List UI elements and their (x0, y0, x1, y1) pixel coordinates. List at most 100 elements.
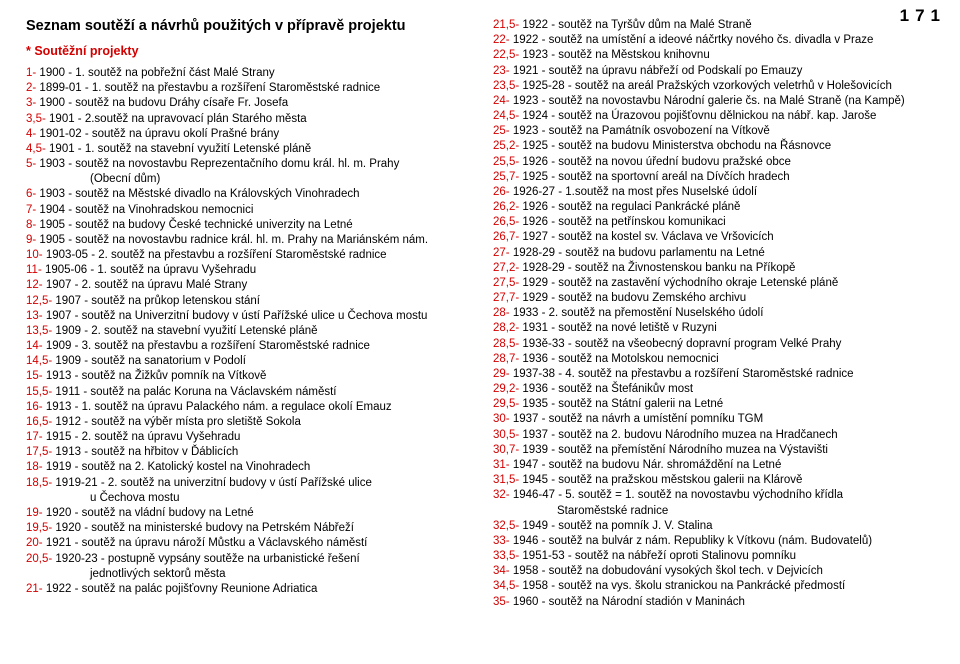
entry-number: 3,5- (26, 113, 46, 125)
entry-line: 27,7- 1929 - soutěž na budovu Zemského a… (493, 291, 938, 306)
entry-number: 19,5- (26, 522, 52, 534)
entry-line: 28,7- 1936 - soutěž na Motolskou nemocni… (493, 352, 938, 367)
entry-number: 5- (26, 158, 36, 170)
entry-number: 26,5- (493, 216, 519, 228)
entry-number: 28- (493, 307, 510, 319)
entry-number: 11- (26, 264, 42, 276)
entry-line: 18- 1919 - soutěž na 2. Katolický kostel… (26, 460, 471, 475)
entry-number: 2- (26, 82, 36, 94)
entry-number: 15- (26, 370, 43, 382)
entry-number: 26,2- (493, 201, 519, 213)
entry-number: 31- (493, 459, 510, 471)
page-subtitle: * Soutěžní projekty (26, 44, 471, 58)
entry-number: 28,7- (493, 353, 519, 365)
entry-line: 5- 1903 - soutěž na novostavbu Reprezent… (26, 157, 471, 187)
entry-line: 4,5- 1901 - 1. soutěž na stavební využit… (26, 142, 471, 157)
entry-number: 1- (26, 67, 36, 79)
entry-line: 16,5- 1912 - soutěž na výběr místa pro s… (26, 415, 471, 430)
entry-number: 17,5- (26, 446, 52, 458)
entry-number: 28,5- (493, 338, 519, 350)
entry-line: 17,5- 1913 - soutěž na hřbitov v Ďáblicí… (26, 445, 471, 460)
entry-continuation: (Obecní dům) (26, 172, 471, 187)
entry-line: 24,5- 1924 - soutěž na Úrazovou pojišťov… (493, 109, 938, 124)
entry-line: 26- 1926-27 - 1.soutěž na most přes Nuse… (493, 185, 938, 200)
entry-number: 17- (26, 431, 43, 443)
entry-number: 32- (493, 489, 510, 501)
entry-line: 25,5- 1926 - soutěž na novou úřední budo… (493, 155, 938, 170)
entry-number: 12- (26, 279, 43, 291)
entry-number: 14,5- (26, 355, 52, 367)
entry-number: 16,5- (26, 416, 52, 428)
entry-number: 33- (493, 535, 510, 547)
entry-line: 33- 1946 - soutěž na bulvár z nám. Repub… (493, 534, 938, 549)
entry-line: 10- 1903-05 - 2. soutěž na přestavbu a r… (26, 248, 471, 263)
entry-number: 4,5- (26, 143, 46, 155)
page-number: 171 (900, 6, 946, 26)
entry-number: 31,5- (493, 474, 519, 486)
entry-number: 18- (26, 461, 43, 473)
entry-number: 6- (26, 188, 36, 200)
entry-line: 27,2- 1928-29 - soutěž na Živnostenskou … (493, 261, 938, 276)
entry-number: 35- (493, 596, 510, 608)
entry-line: 30,5- 1937 - soutěž na 2. budovu Národní… (493, 428, 938, 443)
entry-line: 18,5- 1919-21 - 2. soutěž na univerzitní… (26, 476, 471, 506)
entry-number: 7- (26, 204, 36, 216)
entry-number: 27,7- (493, 292, 519, 304)
entry-line: 12,5- 1907 - soutěž na průkop letenskou … (26, 294, 471, 309)
entry-number: 32,5- (493, 520, 519, 532)
entry-number: 30- (493, 413, 510, 425)
entry-number: 29,2- (493, 383, 519, 395)
entry-number: 33,5- (493, 550, 519, 562)
entry-line: 25,7- 1925 - soutěž na sportovní areál n… (493, 170, 938, 185)
entry-number: 27- (493, 247, 510, 259)
entry-line: 26,2- 1926 - soutěž na regulaci Pankráck… (493, 200, 938, 215)
entry-line: 31,5- 1945 - soutěž na pražskou městskou… (493, 473, 938, 488)
entry-line: 4- 1901-02 - soutěž na úpravu okolí Praš… (26, 127, 471, 142)
entry-number: 14- (26, 340, 43, 352)
entry-line: 21,5- 1922 - soutěž na Tyršův dům na Mal… (493, 18, 938, 33)
entry-number: 25- (493, 125, 510, 137)
entry-line: 29- 1937-38 - 4. soutěž na přestavbu a r… (493, 367, 938, 382)
entry-line: 23- 1921 - soutěž na úpravu nábřeží od P… (493, 64, 938, 79)
entry-number: 13- (26, 310, 43, 322)
entry-line: 15- 1913 - soutěž na Žižkův pomník na Ví… (26, 369, 471, 384)
entry-number: 24,5- (493, 110, 519, 122)
entry-line: 23,5- 1925-28 - soutěž na areál Pražskýc… (493, 79, 938, 94)
entry-number: 25,2- (493, 140, 519, 152)
entry-number: 21,5- (493, 19, 519, 31)
entry-line: 27- 1928-29 - soutěž na budovu parlament… (493, 246, 938, 261)
content-columns: Seznam soutěží a návrhů použitých v příp… (26, 18, 938, 610)
entry-number: 24- (493, 95, 510, 107)
entry-line: 1- 1900 - 1. soutěž na pobřežní část Mal… (26, 66, 471, 81)
entry-line: 28,5- 193ě-33 - soutěž na všeobecný dopr… (493, 337, 938, 352)
entry-list: 1- 1900 - 1. soutěž na pobřežní část Mal… (26, 18, 938, 610)
entry-number: 30,5- (493, 429, 519, 441)
document-page: 171 Seznam soutěží a návrhů použitých v … (0, 0, 960, 664)
entry-line: 25- 1923 - soutěž na Památník osvobození… (493, 124, 938, 139)
entry-line: 14,5- 1909 - soutěž na sanatorium v Podo… (26, 354, 471, 369)
entry-number: 13,5- (26, 325, 52, 337)
entry-number: 34- (493, 565, 510, 577)
entry-number: 34,5- (493, 580, 519, 592)
entry-line: 13,5- 1909 - 2. soutěž na stavební využi… (26, 324, 471, 339)
entry-line: 26,7- 1927 - soutěž na kostel sv. Václav… (493, 230, 938, 245)
entry-number: 15,5- (26, 386, 52, 398)
entry-line: 12- 1907 - 2. soutěž na úpravu Malé Stra… (26, 278, 471, 293)
entry-line: 9- 1905 - soutěž na novostavbu radnice k… (26, 233, 471, 248)
entry-number: 20- (26, 537, 43, 549)
entry-line: 8- 1905 - soutěž na budovy České technic… (26, 218, 471, 233)
entry-line: 19- 1920 - soutěž na vládní budovy na Le… (26, 506, 471, 521)
entry-line: 29,2- 1936 - soutěž na Štefánikův most (493, 382, 938, 397)
entry-number: 27,5- (493, 277, 519, 289)
entry-continuation: Staroměstské radnice (493, 504, 938, 519)
entry-continuation: u Čechova mostu (26, 491, 471, 506)
entry-number: 25,7- (493, 171, 519, 183)
entry-number: 9- (26, 234, 36, 246)
entry-line: 27,5- 1929 - soutěž na zastavění východn… (493, 276, 938, 291)
entry-number: 3- (26, 97, 36, 109)
entry-line: 32,5- 1949 - soutěž na pomník J. V. Stal… (493, 519, 938, 534)
entry-number: 18,5- (26, 477, 52, 489)
entry-number: 22,5- (493, 49, 519, 61)
entry-line: 11- 1905-06 - 1. soutěž na úpravu Vyšehr… (26, 263, 471, 278)
entry-number: 19- (26, 507, 43, 519)
